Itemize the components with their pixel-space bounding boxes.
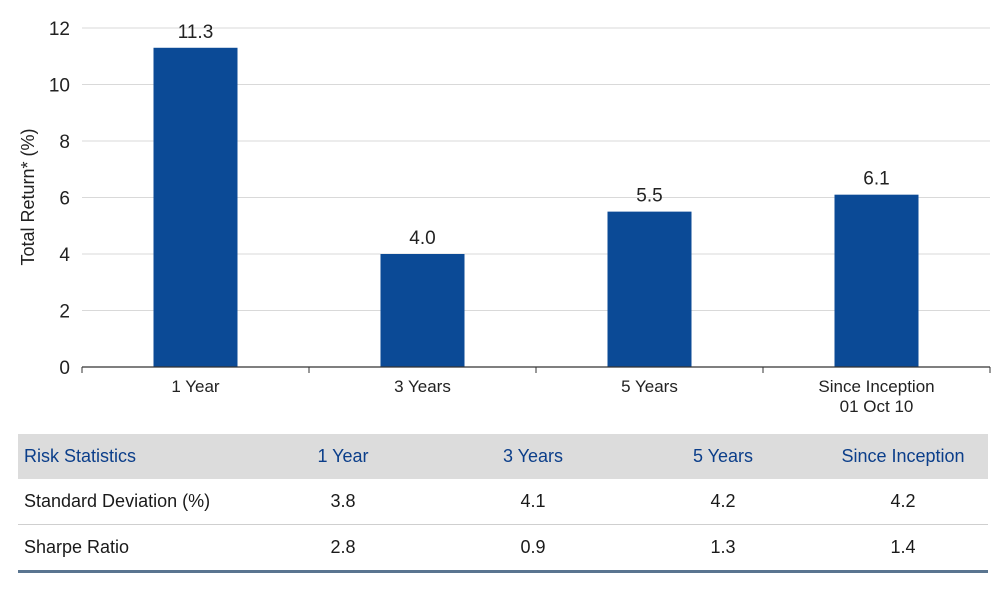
table-cell: 4.1 [520, 491, 546, 511]
table-row: Standard Deviation (%) 3.8 4.1 4.2 4.2 [18, 479, 988, 525]
bar-chart: 11.3 4.0 5.5 6.1 0 2 4 6 8 10 12 1 Year 3 Years 5 Ye… [18, 19, 991, 416]
bar-value-label: 5.5 [636, 186, 662, 207]
bars: 11.3 4.0 5.5 6.1 [153, 22, 919, 368]
y-tick-label: 4 [59, 245, 70, 266]
y-tick-label: 12 [49, 19, 70, 40]
bar-value-label: 4.0 [409, 228, 435, 249]
risk-statistics-table: Risk Statistics 1 Year 3 Years 5 Years S… [18, 434, 988, 573]
bar-value-label: 6.1 [863, 169, 889, 190]
bar [153, 47, 238, 368]
bar-value-label: 11.3 [178, 22, 214, 43]
bar [607, 211, 692, 367]
table-cell: 4.2 [890, 491, 916, 511]
bar [380, 254, 465, 367]
x-tick-label: 1 Year [171, 377, 220, 396]
table-cell: 3.8 [330, 491, 356, 511]
header-1-year: 1 Year [317, 446, 369, 466]
y-tick-label: 0 [59, 358, 70, 379]
table-cell: 0.9 [520, 537, 546, 557]
axes: 0 2 4 6 8 10 12 1 Year 3 Years 5 Years Since Incep… [49, 19, 991, 416]
y-axis-title: Total Return* (%) [18, 128, 38, 265]
header-5-years: 5 Years [692, 446, 754, 466]
x-tick-label: 5 Years [621, 377, 678, 396]
header-since-inception: Since Inception [841, 446, 965, 466]
table-header-row: Risk Statistics 1 Year 3 Years 5 Years S… [18, 434, 988, 479]
y-tick-label: 6 [59, 189, 70, 210]
y-tick-label: 10 [49, 76, 70, 97]
x-tick-label: Since Inception 01 Oct 10 [818, 377, 934, 416]
table-cell: 1.3 [710, 537, 736, 557]
table-cell: 1.4 [890, 537, 916, 557]
table-cell: 2.8 [330, 537, 356, 557]
header-risk-statistics: Risk Statistics [24, 446, 137, 466]
y-tick-label: 8 [59, 132, 70, 153]
y-tick-label: 2 [59, 302, 70, 323]
bar [834, 194, 919, 367]
header-3-years: 3 Years [502, 446, 564, 466]
table-row: Sharpe Ratio 2.8 0.9 1.3 1.4 [18, 525, 988, 572]
row-label: Sharpe Ratio [24, 537, 130, 557]
x-tick-label: 3 Years [394, 377, 451, 396]
row-label: Standard Deviation (%) [24, 491, 211, 511]
table-cell: 4.2 [710, 491, 736, 511]
